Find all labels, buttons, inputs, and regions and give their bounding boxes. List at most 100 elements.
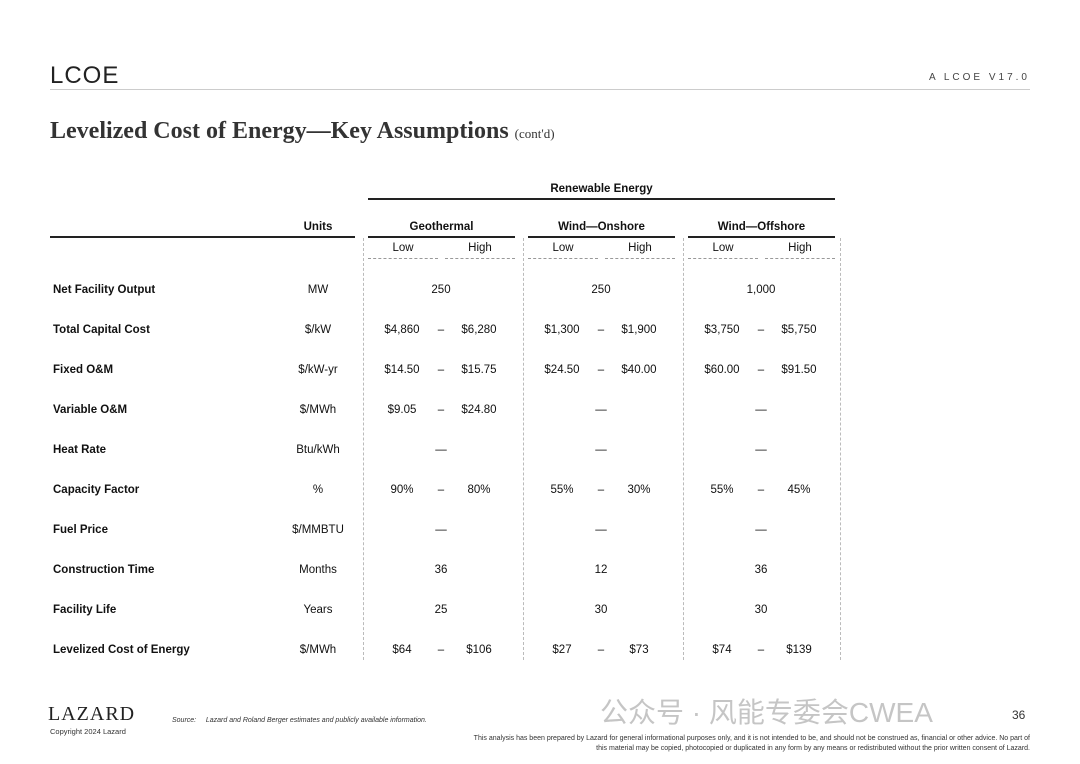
low-value: $3,750 — [704, 324, 740, 336]
low-header: Low — [552, 242, 574, 254]
row-label: Construction Time — [53, 564, 155, 576]
header-divider — [50, 89, 1030, 90]
high-header: High — [628, 242, 652, 254]
row-label: Heat Rate — [53, 444, 107, 456]
row-units: $/MMBTU — [292, 524, 344, 536]
range-dash: – — [597, 484, 605, 496]
column-divider — [683, 238, 684, 660]
tech-underline — [368, 236, 515, 238]
label-underline — [50, 236, 355, 238]
value-cell: — — [435, 444, 447, 456]
high-header: High — [788, 242, 812, 254]
range-dash: – — [757, 484, 765, 496]
low-value: $14.50 — [384, 364, 420, 376]
high-value: $15.75 — [461, 364, 497, 376]
value-cell: 36 — [434, 564, 448, 576]
value-cell: — — [595, 524, 607, 536]
high-value: $139 — [786, 644, 812, 656]
row-label: Variable O&M — [53, 404, 128, 416]
source-note: Source: Lazard and Roland Berger estimat… — [172, 717, 427, 724]
high-value: $5,750 — [781, 324, 817, 336]
range-dash: – — [437, 324, 445, 336]
tech-underline — [528, 236, 675, 238]
watermark: 公众号 · 风能专委会CWEA — [600, 697, 933, 728]
version-label: A LCOE V17.0 — [928, 72, 1030, 83]
low-value: $24.50 — [544, 364, 580, 376]
range-dash: – — [597, 644, 605, 656]
high-value: 45% — [787, 484, 811, 496]
value-cell: — — [435, 524, 447, 536]
range-dash: – — [437, 644, 445, 656]
page-number: 36 — [1012, 708, 1026, 722]
row-units: Years — [303, 604, 333, 616]
row-label: Levelized Cost of Energy — [53, 644, 190, 656]
range-dash: – — [597, 364, 605, 376]
row-units: $/kW-yr — [298, 364, 338, 376]
value-cell: — — [755, 444, 767, 456]
copyright: Copyright 2024 Lazard — [50, 727, 126, 736]
low-value: $74 — [712, 644, 732, 656]
units-header: Units — [303, 221, 333, 233]
range-dash: – — [757, 324, 765, 336]
row-units: Btu/kWh — [296, 444, 340, 456]
range-dash: – — [597, 324, 605, 336]
low-value: $60.00 — [704, 364, 740, 376]
dashed-rule — [605, 258, 675, 259]
range-dash: – — [437, 404, 445, 416]
row-units: % — [312, 484, 324, 496]
value-cell: 30 — [594, 604, 608, 616]
low-value: 90% — [390, 484, 414, 496]
dashed-rule — [368, 258, 438, 259]
lazard-logo: LAZARD — [48, 703, 136, 725]
range-dash: – — [437, 484, 445, 496]
low-header: Low — [392, 242, 414, 254]
value-cell: — — [755, 524, 767, 536]
tech-header-geothermal: Geothermal — [409, 221, 474, 233]
high-value: 30% — [627, 484, 651, 496]
value-cell: 36 — [754, 564, 768, 576]
row-label: Facility Life — [53, 604, 117, 616]
row-label: Fuel Price — [53, 524, 108, 536]
value-cell: 250 — [431, 284, 451, 296]
value-cell: 25 — [434, 604, 448, 616]
value-cell: — — [755, 404, 767, 416]
high-value: $106 — [466, 644, 492, 656]
row-units: $/MWh — [299, 404, 337, 416]
row-label: Fixed O&M — [53, 364, 114, 376]
page-title: Levelized Cost of Energy—Key Assumptions… — [50, 118, 555, 145]
low-value: 55% — [710, 484, 734, 496]
row-units: $/kW — [304, 324, 332, 336]
low-value: $1,300 — [544, 324, 580, 336]
tech-header-wind-offshore: Wind—Offshore — [717, 221, 806, 233]
low-value: 55% — [550, 484, 574, 496]
range-dash: – — [757, 644, 765, 656]
tech-underline — [688, 236, 835, 238]
value-cell: 30 — [754, 604, 768, 616]
value-cell: — — [595, 444, 607, 456]
title-suffix: (cont'd) — [514, 126, 555, 141]
row-units: $/MWh — [299, 644, 337, 656]
row-label: Total Capital Cost — [53, 324, 150, 336]
column-divider — [523, 238, 524, 660]
dashed-rule — [688, 258, 758, 259]
dashed-rule — [445, 258, 515, 259]
range-dash: – — [757, 364, 765, 376]
high-value: $6,280 — [461, 324, 497, 336]
range-dash: – — [437, 364, 445, 376]
lcoe-logo: LCOE — [50, 62, 120, 89]
low-header: Low — [712, 242, 734, 254]
high-value: $40.00 — [621, 364, 657, 376]
low-value: $64 — [392, 644, 412, 656]
high-value: $73 — [629, 644, 649, 656]
disclaimer: This analysis has been prepared by Lazar… — [473, 735, 1030, 752]
high-header: High — [468, 242, 492, 254]
high-value: $24.80 — [461, 404, 497, 416]
row-units: Months — [299, 564, 337, 576]
value-cell: 12 — [594, 564, 608, 576]
column-divider — [363, 238, 364, 660]
column-divider — [840, 238, 841, 660]
high-value: 80% — [467, 484, 491, 496]
row-label: Capacity Factor — [53, 484, 140, 496]
row-label: Net Facility Output — [53, 284, 156, 296]
